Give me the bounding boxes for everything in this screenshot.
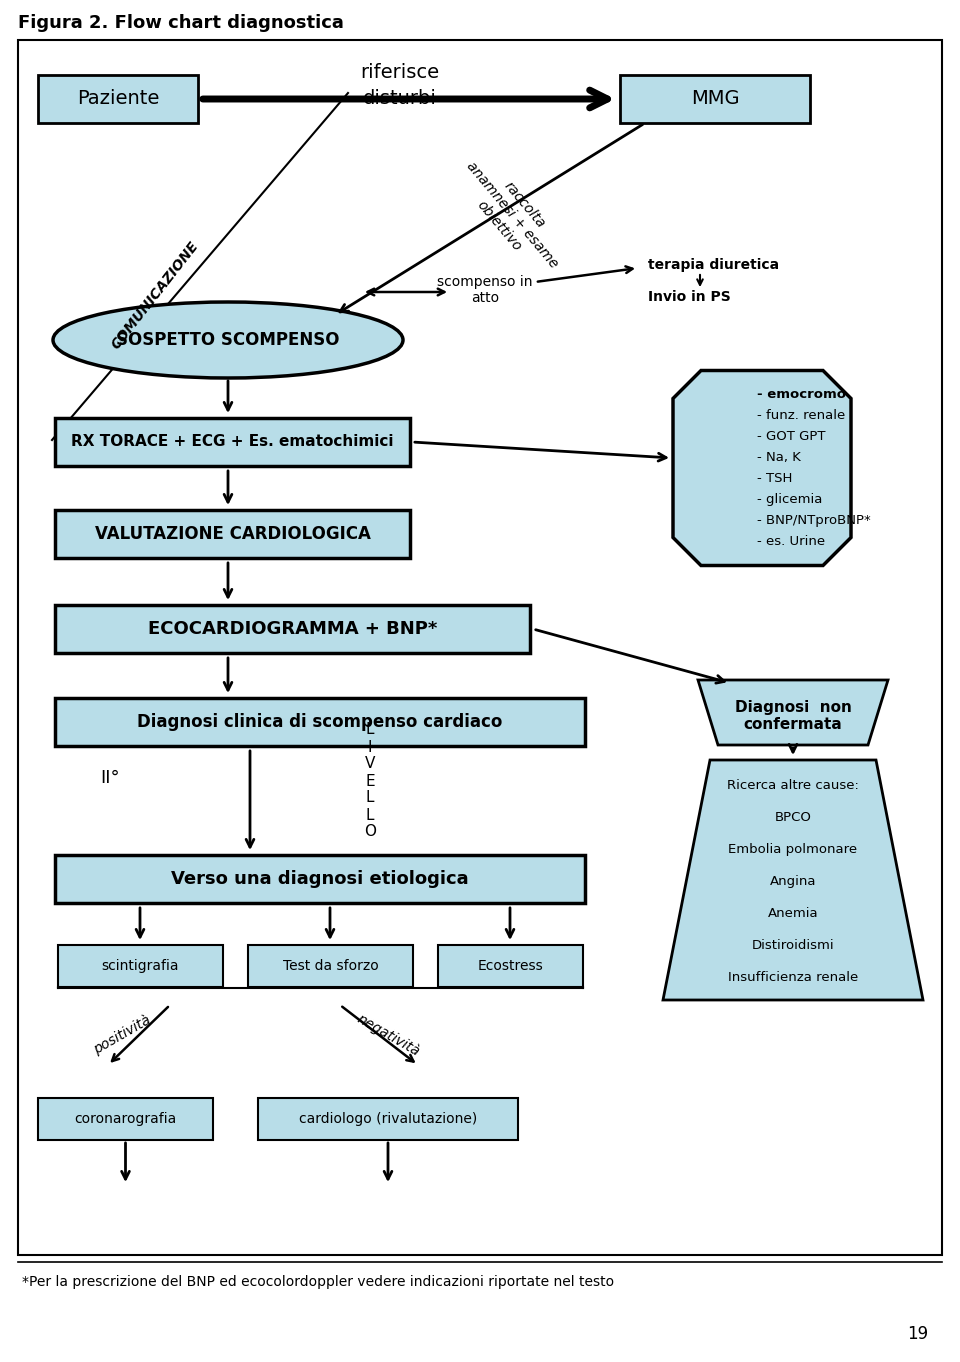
- FancyBboxPatch shape: [38, 75, 198, 123]
- Text: I: I: [368, 740, 372, 755]
- Polygon shape: [698, 680, 888, 745]
- Polygon shape: [673, 370, 851, 565]
- FancyBboxPatch shape: [38, 1098, 213, 1140]
- Text: - es. Urine: - es. Urine: [757, 535, 826, 548]
- Text: riferisce: riferisce: [360, 63, 440, 82]
- Text: Diagnosi clinica di scompenso cardiaco: Diagnosi clinica di scompenso cardiaco: [137, 712, 503, 731]
- Text: Ricerca altre cause:: Ricerca altre cause:: [727, 779, 859, 793]
- Text: Distiroidismi: Distiroidismi: [752, 940, 834, 952]
- Text: Embolia polmonare: Embolia polmonare: [729, 843, 857, 857]
- Text: Invio in PS: Invio in PS: [648, 290, 731, 304]
- Text: 19: 19: [907, 1325, 928, 1343]
- Text: negatività: negatività: [354, 1011, 422, 1058]
- Text: MMG: MMG: [690, 90, 739, 109]
- FancyBboxPatch shape: [55, 418, 410, 466]
- Text: positività: positività: [90, 1013, 154, 1057]
- Text: - BNP/NTproBNP*: - BNP/NTproBNP*: [757, 513, 871, 527]
- FancyBboxPatch shape: [55, 605, 530, 652]
- Text: ECOCARDIOGRAMMA + BNP*: ECOCARDIOGRAMMA + BNP*: [148, 620, 437, 637]
- FancyBboxPatch shape: [55, 855, 585, 903]
- Text: Diagnosi  non: Diagnosi non: [734, 700, 852, 715]
- Text: - GOT GPT: - GOT GPT: [757, 430, 826, 443]
- Text: BPCO: BPCO: [775, 812, 811, 824]
- Text: terapia diuretica: terapia diuretica: [648, 257, 780, 272]
- FancyBboxPatch shape: [438, 945, 583, 987]
- Bar: [18, 39, 942, 1254]
- Text: confermata: confermata: [744, 716, 842, 731]
- FancyBboxPatch shape: [55, 697, 585, 746]
- Text: L: L: [366, 790, 374, 805]
- Text: - funz. renale: - funz. renale: [757, 409, 845, 422]
- Text: scintigrafia: scintigrafia: [102, 959, 180, 972]
- Polygon shape: [663, 760, 923, 1000]
- Text: scompenso in
atto: scompenso in atto: [437, 275, 533, 305]
- Text: - emocromo: - emocromo: [757, 388, 846, 400]
- Text: V: V: [365, 756, 375, 771]
- Text: Paziente: Paziente: [77, 90, 159, 109]
- Text: raccolta
anamnesi + esame
obiettivo: raccolta anamnesi + esame obiettivo: [451, 148, 573, 282]
- Text: Angina: Angina: [770, 876, 816, 888]
- Text: L: L: [366, 722, 374, 737]
- Text: Figura 2. Flow chart diagnostica: Figura 2. Flow chart diagnostica: [18, 14, 344, 31]
- Text: *Per la prescrizione del BNP ed ecocolordoppler vedere indicazioni riportate nel: *Per la prescrizione del BNP ed ecocolor…: [22, 1275, 614, 1288]
- Text: Test da sforzo: Test da sforzo: [282, 959, 378, 972]
- Text: - TSH: - TSH: [757, 473, 792, 485]
- FancyBboxPatch shape: [58, 945, 223, 987]
- Text: E: E: [365, 774, 374, 789]
- FancyBboxPatch shape: [248, 945, 413, 987]
- Text: - Na, K: - Na, K: [757, 451, 801, 464]
- Text: SOSPETTO SCOMPENSO: SOSPETTO SCOMPENSO: [116, 331, 340, 349]
- Text: cardiologo (rivalutazione): cardiologo (rivalutazione): [299, 1111, 477, 1126]
- Text: Anemia: Anemia: [768, 907, 818, 921]
- Ellipse shape: [53, 302, 403, 379]
- FancyBboxPatch shape: [258, 1098, 518, 1140]
- Text: Insufficienza renale: Insufficienza renale: [728, 971, 858, 985]
- Text: L: L: [366, 808, 374, 823]
- Text: O: O: [364, 824, 376, 839]
- Text: II°: II°: [100, 770, 120, 787]
- Text: RX TORACE + ECG + Es. ematochimici: RX TORACE + ECG + Es. ematochimici: [71, 434, 394, 449]
- FancyBboxPatch shape: [620, 75, 810, 123]
- Text: Ecostress: Ecostress: [478, 959, 543, 972]
- FancyBboxPatch shape: [55, 509, 410, 558]
- Text: Verso una diagnosi etiologica: Verso una diagnosi etiologica: [171, 870, 468, 888]
- Text: disturbi: disturbi: [363, 89, 437, 108]
- Text: VALUTAZIONE CARDIOLOGICA: VALUTAZIONE CARDIOLOGICA: [95, 524, 371, 543]
- Text: - glicemia: - glicemia: [757, 493, 823, 507]
- Text: coronarografia: coronarografia: [74, 1111, 177, 1126]
- Text: COMUNICAZIONE: COMUNICAZIONE: [108, 238, 202, 351]
